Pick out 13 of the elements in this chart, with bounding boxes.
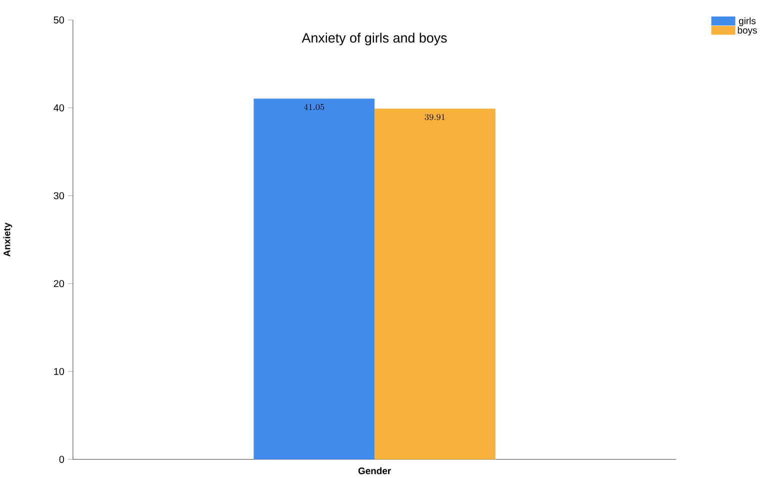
text: Anxiety of girls and boys [302, 32, 447, 46]
y-axis-title: Anxiety [3, 222, 12, 256]
y-tick-label: 40 [54, 104, 64, 112]
y-tick-label: 50 [54, 16, 64, 24]
legend-label: girls [738, 17, 756, 26]
y-tick-label: 10 [54, 368, 64, 375]
data-label: 39.91 [424, 114, 445, 120]
y-tick-label: 20 [54, 280, 64, 287]
x-axis-title: Gender [358, 467, 391, 474]
legend-label: boys [738, 26, 757, 36]
y-tick-label: 0 [59, 456, 64, 463]
y-tick-label: 30 [54, 192, 64, 200]
data-label: 41 .05 [304, 104, 324, 110]
